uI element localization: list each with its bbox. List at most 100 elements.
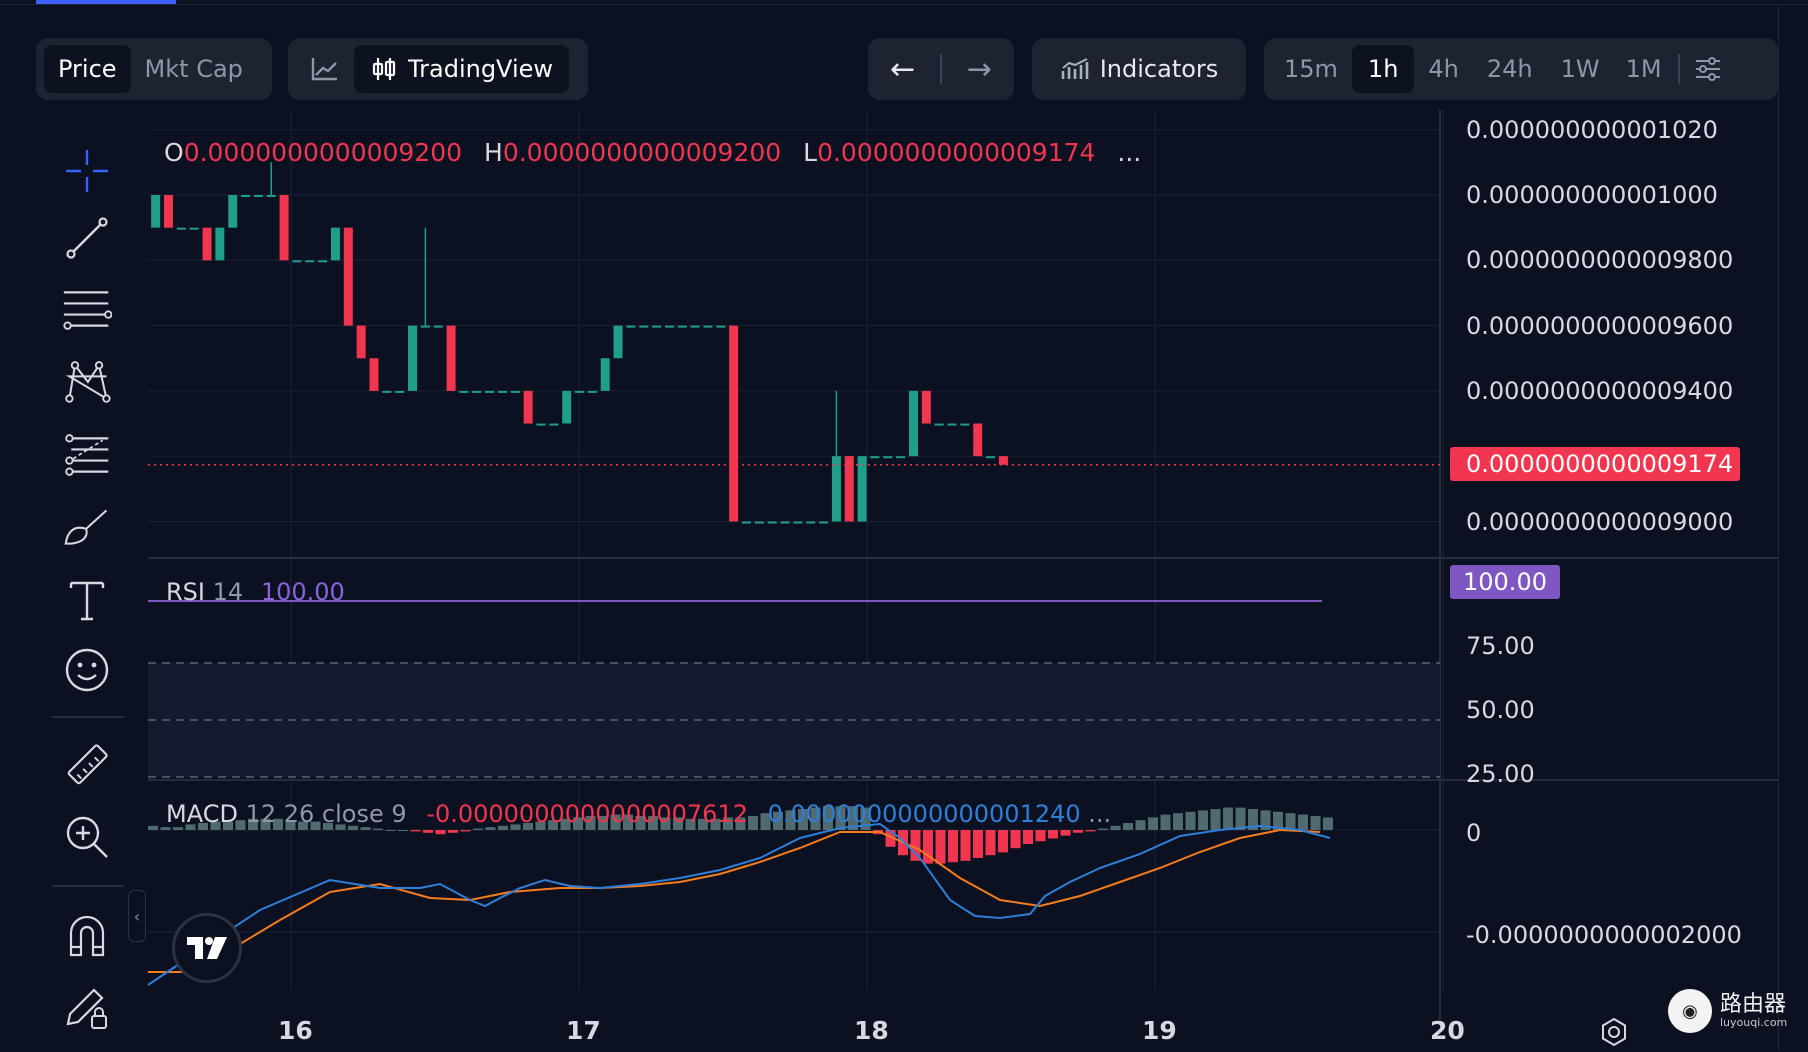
candle-body bbox=[330, 227, 340, 261]
pencil-lock-icon bbox=[66, 988, 107, 1029]
pattern-tool[interactable] bbox=[62, 356, 112, 406]
rsi-name[interactable]: RSI bbox=[166, 578, 205, 606]
measure-tool[interactable] bbox=[62, 740, 112, 790]
candle-body bbox=[241, 195, 251, 197]
candle-body bbox=[369, 358, 379, 391]
timeframe-4h[interactable]: 4h bbox=[1428, 55, 1459, 83]
macd-histogram-bar bbox=[498, 825, 508, 830]
macd-histogram-bar bbox=[523, 823, 533, 830]
macd-histogram-bar bbox=[960, 830, 971, 861]
candle-body bbox=[613, 325, 623, 359]
macd-histogram-bar bbox=[298, 821, 308, 830]
macd-more[interactable]: ... bbox=[1088, 800, 1112, 828]
rsi-axis-label: 25.00 bbox=[1466, 760, 1535, 788]
pattern-icon bbox=[65, 361, 111, 403]
macd-histogram-bar bbox=[760, 813, 771, 830]
lock-drawings-tool[interactable] bbox=[62, 982, 112, 1032]
fib-tool[interactable] bbox=[62, 430, 112, 480]
macd-histogram-bar bbox=[735, 817, 746, 830]
price-button[interactable]: Price bbox=[44, 45, 131, 93]
candle-body bbox=[318, 260, 328, 263]
macd-signal-line bbox=[148, 828, 1321, 973]
legend-more[interactable]: ... bbox=[1117, 138, 1142, 167]
trend-line-tool[interactable] bbox=[62, 213, 112, 263]
timeframe-1m[interactable]: 1M bbox=[1625, 55, 1662, 83]
candle-body bbox=[176, 227, 186, 230]
candle-body bbox=[921, 390, 931, 424]
macd-histogram-bar bbox=[1148, 817, 1158, 830]
router-icon: ◉ bbox=[1668, 989, 1712, 1033]
macd-histogram-bar bbox=[1323, 817, 1333, 830]
macd-histogram-bar bbox=[1260, 810, 1271, 830]
redo-button[interactable]: → bbox=[966, 51, 992, 87]
macd-histogram-bar bbox=[573, 817, 583, 830]
macd-histogram-bar bbox=[1060, 830, 1071, 836]
macd-name[interactable]: MACD bbox=[166, 800, 238, 828]
watermark-name: 路由器 bbox=[1720, 991, 1787, 1017]
rsi-value: 100.00 bbox=[260, 578, 345, 606]
price-axis-label: 0.0000000000009000 bbox=[1466, 508, 1734, 536]
macd-histogram-bar bbox=[473, 828, 483, 830]
candle-body bbox=[395, 390, 405, 393]
candle-body bbox=[151, 195, 161, 228]
time-axis-label: 16 bbox=[278, 1016, 313, 1045]
watermark: ◉ 路由器 luyouqi.com bbox=[1668, 986, 1808, 1036]
macd-histogram-bar bbox=[410, 830, 421, 832]
macd-histogram-bar bbox=[1310, 816, 1321, 830]
chart-settings-button[interactable] bbox=[1684, 45, 1732, 93]
magnet-tool[interactable] bbox=[62, 910, 112, 960]
price-axis-label: 0.0000000000009400 bbox=[1466, 377, 1734, 405]
horizontal-lines-tool[interactable] bbox=[62, 284, 112, 334]
timeframe-selector: 15m 1h 4h 24h 1W 1M bbox=[1264, 38, 1778, 100]
high-value: 0.0000000000009200 bbox=[502, 138, 782, 167]
macd-histogram-bar bbox=[623, 814, 633, 830]
time-axis-label: 17 bbox=[566, 1016, 601, 1045]
timeframe-1w[interactable]: 1W bbox=[1560, 55, 1600, 83]
price-axis-label: 0.0000000000009800 bbox=[1466, 246, 1734, 274]
toolbar-divider bbox=[52, 885, 124, 887]
chart-settings-gear[interactable] bbox=[1598, 1016, 1630, 1048]
macd-signal-value: 0.0000000000000001240 bbox=[767, 800, 1081, 828]
ruler-icon bbox=[67, 744, 108, 785]
tradingview-button[interactable]: TradingView bbox=[354, 45, 570, 93]
candle-body bbox=[420, 325, 430, 328]
chart-type-toggle: TradingView bbox=[288, 38, 588, 100]
macd-histogram-bar bbox=[1098, 828, 1108, 830]
undo-button[interactable]: ← bbox=[890, 51, 916, 87]
macd-histogram-bar bbox=[360, 827, 371, 830]
tradingview-logo[interactable] bbox=[172, 913, 242, 983]
timeframe-1h[interactable]: 1h bbox=[1351, 45, 1415, 93]
macd-histogram-bar bbox=[548, 820, 558, 830]
timeframe-15m[interactable]: 15m bbox=[1284, 55, 1338, 83]
timeframe-24h[interactable]: 24h bbox=[1486, 55, 1533, 83]
brush-tool[interactable] bbox=[62, 502, 112, 552]
candle-body bbox=[536, 423, 546, 426]
macd-histogram-bar bbox=[748, 816, 758, 830]
zoom-tool[interactable] bbox=[62, 812, 112, 862]
candle-body bbox=[189, 227, 199, 230]
tradingview-logo-icon bbox=[187, 937, 227, 959]
macd-histogram-bar bbox=[1160, 814, 1171, 830]
collapse-toolbar-button[interactable]: ‹ bbox=[128, 890, 146, 942]
macd-histogram-bar bbox=[660, 817, 671, 830]
macd-axis-label: -0.0000000000002000 bbox=[1466, 921, 1742, 949]
macd-histogram-bar bbox=[285, 820, 296, 830]
gear-icon bbox=[1602, 1017, 1626, 1047]
macd-histogram-bar bbox=[885, 830, 896, 847]
macd-histogram-bar bbox=[635, 816, 646, 830]
macd-histogram-bar bbox=[685, 818, 696, 830]
mkt-cap-button[interactable]: Mkt Cap bbox=[144, 55, 243, 83]
candle-body bbox=[472, 390, 482, 393]
zoom-in-icon bbox=[66, 816, 108, 858]
crosshair-tool[interactable] bbox=[62, 146, 112, 196]
text-tool[interactable] bbox=[62, 574, 112, 624]
line-chart-button[interactable] bbox=[296, 45, 354, 93]
macd-histogram-bar bbox=[935, 830, 946, 864]
macd-histogram-bar bbox=[1198, 810, 1208, 830]
macd-histogram-bar bbox=[273, 818, 283, 830]
macd-histogram-bar bbox=[985, 830, 996, 856]
price-axis-label: 0.000000000001000 bbox=[1466, 181, 1718, 209]
indicators-button[interactable]: Indicators bbox=[1046, 45, 1233, 93]
emoji-tool[interactable] bbox=[62, 645, 112, 695]
